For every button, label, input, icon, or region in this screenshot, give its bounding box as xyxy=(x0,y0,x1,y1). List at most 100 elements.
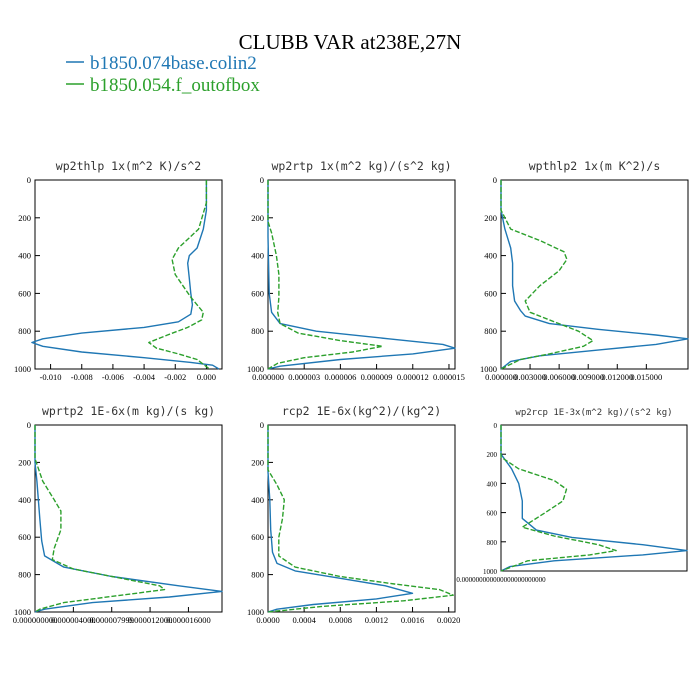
x-tick-label: 0.000006 xyxy=(324,372,356,382)
y-tick-label: 1000 xyxy=(14,607,31,617)
x-tick-label: 0.000004000 xyxy=(51,615,96,625)
y-tick-label: 400 xyxy=(251,495,264,505)
x-tick-label: 0.000009 xyxy=(361,372,393,382)
series-line-0 xyxy=(34,425,223,613)
y-tick-label: 800 xyxy=(251,570,264,580)
panel-title: rcp2 1E-6x(kg^2)/(kg^2) xyxy=(282,404,441,418)
y-tick-label: 0 xyxy=(493,175,497,185)
x-tick-label: 0.009000 xyxy=(572,372,604,382)
x-tick-label: 0.0012 xyxy=(365,615,388,625)
x-tick-label: 0.000 xyxy=(197,372,216,382)
series-line-1 xyxy=(34,425,166,613)
y-tick-label: 200 xyxy=(251,213,264,223)
x-tick-label: 0.000000000000000000000000 xyxy=(456,576,546,584)
y-tick-label: 600 xyxy=(487,510,498,518)
y-tick-label: 800 xyxy=(251,326,264,336)
x-tick-label: 0.000012000 xyxy=(128,615,173,625)
legend-label-0: b1850.074base.colin2 xyxy=(90,53,257,74)
panel-5: wp2rcp 1E-3x(m^2 kg)/(s^2 kg) 0 200 400 600 8… xyxy=(456,408,688,584)
panel-2: wpthlp2 1x(m K^2)/s020040060080010000.00… xyxy=(480,159,689,382)
y-tick-label: 800 xyxy=(18,326,31,336)
series-line-0 xyxy=(267,180,456,370)
panel-0: wp2thlp 1x(m^2 K)/s^2 0 200 400 600 800 1000 -0… xyxy=(14,159,223,382)
series-line-1 xyxy=(148,180,210,370)
panel-title: wp2thlp 1x(m^2 K)/s^2 xyxy=(56,159,201,173)
x-tick-label: 0.000015 xyxy=(433,372,465,382)
y-tick-label: 1000 xyxy=(480,364,497,374)
x-tick-label: 0.000000 xyxy=(485,372,517,382)
y-tick-label: 200 xyxy=(251,457,264,467)
y-tick-label: 400 xyxy=(484,251,497,261)
y-tick-label: 600 xyxy=(18,288,31,298)
series-line-0 xyxy=(31,180,220,370)
panel-title: wpthlp2 1x(m K^2)/s xyxy=(529,159,661,173)
x-tick-label: -0.004 xyxy=(133,372,156,382)
x-tick-label: 0.0016 xyxy=(401,615,424,625)
panel-4: rcp2 1E-6x(kg^2)/(kg^2) 0 200 400 600 800 1000… xyxy=(247,404,460,625)
y-tick-label: 0 xyxy=(27,175,31,185)
x-tick-label: 0.000007999 xyxy=(89,615,134,625)
x-tick-label: 0.000003 xyxy=(288,372,320,382)
figure-title: CLUBB VAR at238E,27N xyxy=(239,30,462,54)
x-tick-label: 0.012000 xyxy=(601,372,633,382)
series-line-1 xyxy=(500,425,617,572)
y-tick-label: 0 xyxy=(260,175,264,185)
series-line-0 xyxy=(500,180,689,370)
y-tick-label: 400 xyxy=(18,251,31,261)
y-tick-label: 400 xyxy=(251,251,264,261)
panel-title: wp2rtp 1x(m^2 kg)/(s^2 kg) xyxy=(271,159,451,173)
x-tick-label: 0.0000 xyxy=(256,615,279,625)
y-tick-label: 1000 xyxy=(247,607,264,617)
y-tick-label: 600 xyxy=(251,532,264,542)
x-tick-label: 0.0004 xyxy=(292,615,316,625)
panel-title: wprtp2 1E-6x(m kg)/(s kg) xyxy=(42,404,215,418)
y-tick-label: 1000 xyxy=(247,364,264,374)
y-tick-label: 800 xyxy=(18,570,31,580)
x-tick-label: 0.006000 xyxy=(543,372,575,382)
legend-label-1: b1850.054.f_outofbox xyxy=(90,75,260,96)
x-tick-label: -0.002 xyxy=(164,372,186,382)
x-tick-label: -0.006 xyxy=(102,372,124,382)
y-tick-label: 600 xyxy=(251,288,264,298)
series-line-1 xyxy=(500,180,594,370)
y-tick-label: 0 xyxy=(494,422,498,430)
plot-frame xyxy=(34,179,223,370)
series-line-0 xyxy=(267,425,414,613)
x-tick-label: -0.008 xyxy=(71,372,93,382)
legend: b1850.074base.colin2 b1850.054.f_outofbo… xyxy=(66,53,260,96)
plot-frame xyxy=(267,424,456,613)
y-tick-label: 1000 xyxy=(14,364,31,374)
y-tick-label: 200 xyxy=(484,213,497,223)
panel-title: wp2rcp 1E-3x(m^2 kg)/(s^2 kg) xyxy=(515,408,672,418)
x-tick-label: 0.000012 xyxy=(397,372,429,382)
plot-frame xyxy=(500,424,688,572)
series-line-0 xyxy=(500,425,688,572)
y-tick-label: 800 xyxy=(487,539,498,547)
y-tick-label: 400 xyxy=(18,495,31,505)
series-line-1 xyxy=(267,425,454,613)
series-line-1 xyxy=(267,180,384,370)
x-tick-label: 0.015000 xyxy=(630,372,662,382)
y-tick-label: 200 xyxy=(18,457,31,467)
panel-3: wprtp2 1E-6x(m kg)/(s kg) 0 200 400 600 800 10… xyxy=(13,404,223,625)
plot-frame xyxy=(267,179,456,370)
x-tick-label: -0.010 xyxy=(40,372,62,382)
y-tick-label: 600 xyxy=(18,532,31,542)
plot-frame xyxy=(500,179,689,370)
plot-frame xyxy=(34,424,223,613)
x-tick-label: 0.003000 xyxy=(514,372,546,382)
y-tick-label: 1000 xyxy=(483,568,498,576)
panel-1: wp2rtp 1x(m^2 kg)/(s^2 kg) 0 200 400 600 800 1… xyxy=(247,159,465,382)
y-tick-label: 600 xyxy=(484,288,497,298)
y-tick-label: 200 xyxy=(18,213,31,223)
y-tick-label: 800 xyxy=(484,326,497,336)
y-tick-label: 0 xyxy=(260,420,264,430)
panels: wp2thlp 1x(m^2 K)/s^2 0 200 400 600 800 1000 -0… xyxy=(13,159,689,625)
x-tick-label: 0.0008 xyxy=(329,615,352,625)
x-tick-label: 0.000000000 xyxy=(13,615,58,625)
y-tick-label: 200 xyxy=(487,451,498,459)
x-tick-label: 0.000000 xyxy=(252,372,284,382)
x-tick-label: 0.000016000 xyxy=(166,615,211,625)
y-tick-label: 400 xyxy=(487,480,498,488)
